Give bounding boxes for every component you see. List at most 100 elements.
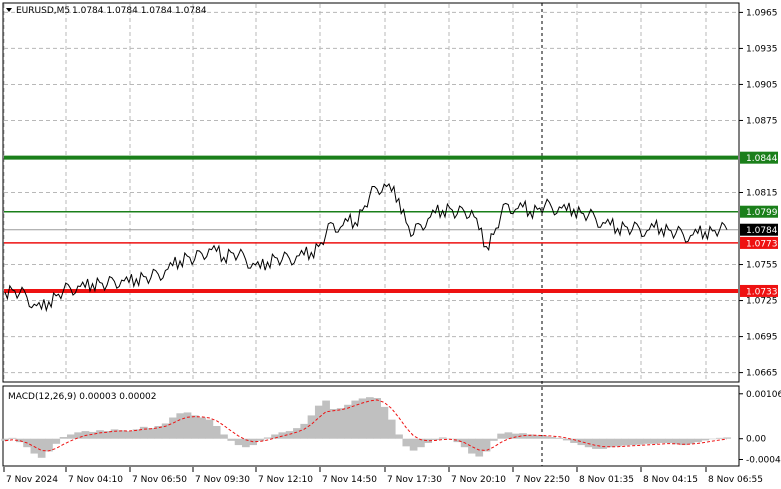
macd-bar — [402, 438, 411, 447]
macd-bar — [139, 426, 148, 439]
macd-bar — [409, 438, 418, 451]
macd-bar — [88, 431, 97, 439]
level-tag-bg — [740, 236, 778, 249]
macd-bar — [548, 437, 557, 439]
macd-bar — [716, 437, 724, 439]
price-tick-label: 1.0755 — [746, 261, 778, 271]
macd-indicator-label: MACD(12,26,9) 0.00003 0.00002 — [8, 392, 157, 402]
macd-axis: 0.00106 0.00 -0.00049 — [739, 390, 781, 465]
time-tick-label: 7 Nov 2024 — [6, 475, 58, 485]
macd-bar — [562, 438, 571, 441]
macd-bar — [366, 397, 374, 439]
macd-bar — [322, 400, 330, 439]
macd-bar — [686, 438, 695, 444]
macd-bar — [679, 438, 688, 446]
macd-bar — [227, 438, 236, 441]
macd-bar — [438, 437, 447, 439]
macd-bar — [125, 431, 134, 439]
macd-bar — [336, 408, 345, 439]
macd-bar — [533, 435, 542, 439]
macd-bar — [198, 417, 206, 439]
level-tag-label: 1.0773 — [746, 239, 778, 249]
price-tick-label: 1.0695 — [746, 333, 778, 343]
macd-signal-line — [4, 399, 728, 452]
macd-bar — [380, 406, 389, 439]
macd-bar — [161, 423, 170, 439]
macd-bar — [59, 437, 68, 439]
macd-bar — [475, 438, 484, 457]
macd-bar — [592, 438, 600, 449]
chart-header: EURUSD,M5 1.0784 1.0784 1.0784 1.0784 — [6, 6, 207, 16]
macd-bar — [723, 437, 732, 439]
macd-bar — [694, 438, 702, 443]
macd-bar — [635, 438, 644, 445]
macd-bar — [657, 438, 666, 443]
macd-bar — [37, 438, 46, 458]
macd-bar — [570, 438, 578, 443]
macd-bar — [584, 438, 593, 448]
macd-bar — [293, 428, 301, 439]
macd-bar — [52, 438, 61, 444]
macd-bar — [66, 434, 75, 439]
time-tick-label: 7 Nov 20:10 — [451, 475, 506, 485]
price-axis: 1.0965 1.0935 1.0905 1.0875 1.0815 1.0755 1.07… — [739, 8, 778, 379]
ohlc-values: 1.0784 1.0784 1.0784 1.0784 — [72, 6, 207, 16]
macd-bar — [8, 437, 17, 439]
macd-bar — [300, 423, 309, 439]
macd-bar — [555, 437, 564, 439]
time-tick-label: 7 Nov 17:30 — [387, 475, 442, 485]
macd-bar — [81, 431, 90, 439]
macd-tick-label: 0.00 — [746, 435, 766, 445]
time-tick-label: 8 Nov 04:15 — [643, 475, 698, 485]
time-tick-label: 7 Nov 12:10 — [258, 475, 313, 485]
level-tag-label: 1.0799 — [746, 208, 778, 218]
level-tag-label: 1.0844 — [746, 154, 778, 164]
macd-bar — [190, 415, 199, 439]
macd-bar — [110, 429, 119, 439]
macd-bar — [242, 438, 250, 448]
price-tick-label: 1.0905 — [746, 80, 778, 90]
macd-tick-label: -0.00049 — [746, 455, 781, 465]
macd-bar — [650, 438, 659, 444]
macd-bar — [665, 438, 673, 443]
macd-bar — [511, 433, 520, 439]
macd-bar — [519, 433, 527, 439]
macd-bar — [621, 438, 629, 446]
macd-bar — [628, 438, 637, 446]
time-tick-label: 7 Nov 04:10 — [68, 475, 123, 485]
macd-bar — [176, 413, 185, 439]
macd-bar — [453, 438, 462, 443]
macd-bar — [271, 434, 279, 439]
macd-bar — [417, 438, 425, 448]
time-axis: 7 Nov 2024 7 Nov 04:10 7 Nov 06:50 7 Nov 09… — [3, 467, 763, 485]
level-tag-bg — [740, 151, 778, 164]
macd-bar — [183, 412, 192, 439]
macd-bar — [599, 438, 608, 449]
macd-bar — [672, 438, 680, 445]
level-lines — [4, 155, 738, 293]
triangle-down-icon[interactable] — [6, 8, 12, 12]
macd-bar — [205, 419, 214, 439]
macd-bar — [643, 438, 651, 444]
level-tag-bg — [740, 205, 778, 218]
symbol-label: EURUSD,M5 — [16, 6, 70, 16]
macd-bar — [234, 438, 243, 446]
macd-bar — [497, 433, 505, 439]
macd-bar — [708, 438, 717, 440]
macd-bar — [489, 438, 498, 441]
level-tag-bg — [740, 284, 778, 297]
macd-bar — [395, 434, 403, 439]
macd-bar — [613, 438, 622, 447]
macd-bar — [154, 426, 163, 439]
time-tick-label: 7 Nov 14:50 — [322, 475, 377, 485]
macd-bar — [701, 438, 710, 441]
macd-bar — [263, 437, 272, 439]
time-tick-label: 8 Nov 06:55 — [708, 475, 763, 485]
macd-bar — [358, 398, 367, 439]
macd-bar — [373, 398, 381, 439]
macd-bar — [468, 438, 476, 454]
macd-bar — [169, 417, 177, 439]
time-tick-label: 7 Nov 22:50 — [515, 475, 570, 485]
macd-bar — [606, 438, 615, 448]
